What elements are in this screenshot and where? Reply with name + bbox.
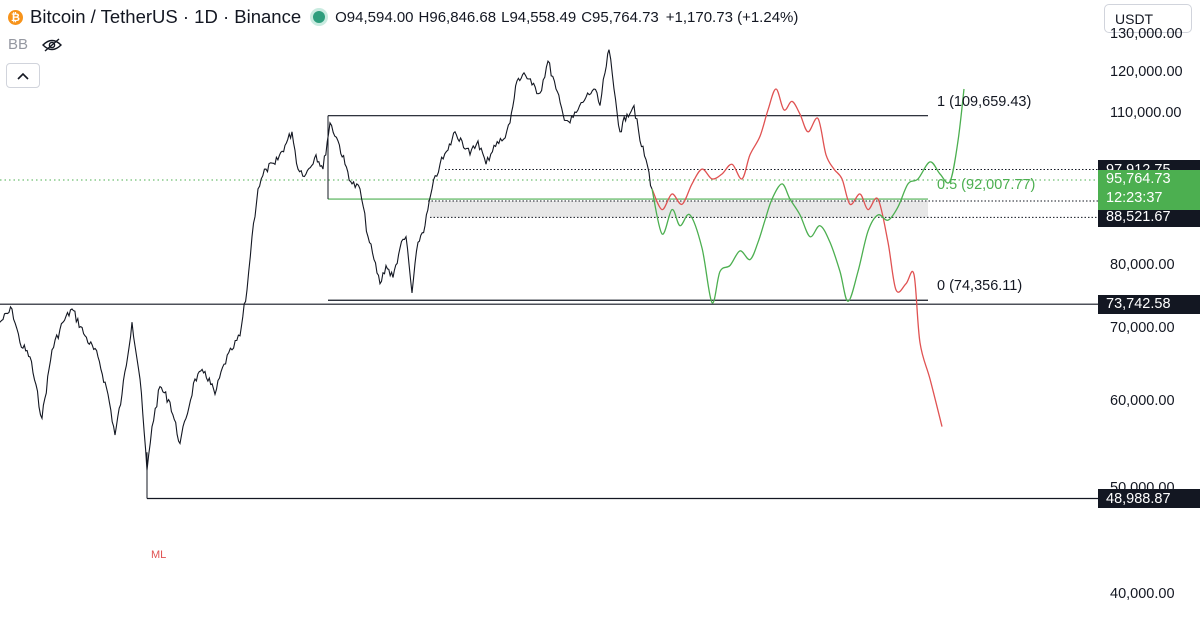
current-price-value: 95,764.73 — [1106, 171, 1171, 188]
price-series — [0, 49, 653, 471]
bullish-scenario-path — [651, 88, 965, 304]
market-status-dot — [313, 11, 326, 23]
bearish-scenario-path — [651, 88, 943, 427]
axis-tick-label: 40,000.00 — [1110, 585, 1175, 602]
axis-tick-label: 130,000.00 — [1110, 25, 1183, 42]
fib-label: 1 (109,659.43) — [937, 93, 1032, 110]
symbol-header: ₿ Bitcoin / TetherUS · 1D · Binance O94,… — [0, 0, 798, 34]
symbol-title[interactable]: Bitcoin / TetherUS · 1D · Binance — [30, 6, 302, 27]
current-price-tag: 95,764.73 12:23:37 — [1098, 170, 1200, 211]
axis-tick-label: 110,000.00 — [1110, 105, 1182, 122]
ohlc-open: O94,594.00 — [335, 8, 414, 26]
ohlc-close: C95,764.73 — [581, 8, 659, 26]
price-change: +1,170.73 (+1.24%) — [665, 8, 799, 26]
axis-tick-label: 70,000.00 — [1110, 319, 1175, 336]
ohlc-high: H96,846.68 — [418, 8, 497, 26]
price-tag: 48,988.87 — [1098, 489, 1200, 509]
price-tag: 73,742.58 — [1098, 294, 1200, 314]
bar-countdown: 12:23:37 — [1106, 190, 1163, 207]
ohlc-low: L94,558.49 — [501, 8, 577, 26]
axis-tick-label: 60,000.00 — [1110, 393, 1175, 410]
axis-tick-label: 80,000.00 — [1110, 256, 1175, 273]
currency-select[interactable]: USDT — [1104, 4, 1192, 33]
bitcoin-logo-icon: ₿ — [8, 9, 23, 25]
fib-label: 0 (74,356.11) — [937, 278, 1023, 295]
collapse-legend-button[interactable] — [6, 63, 40, 88]
demand-zone — [430, 200, 928, 218]
axis-tick-label: 120,000.00 — [1110, 63, 1183, 80]
indicator-label[interactable]: BB — [8, 36, 29, 53]
indicator-row: BB — [8, 36, 63, 53]
chevron-up-icon — [17, 67, 29, 85]
price-tag: 88,521.67 — [1098, 207, 1200, 227]
fib-label: 0.5 (92,007.77) — [937, 177, 1036, 194]
eye-off-icon[interactable] — [42, 37, 63, 52]
annotation-ml: ML — [151, 549, 167, 561]
